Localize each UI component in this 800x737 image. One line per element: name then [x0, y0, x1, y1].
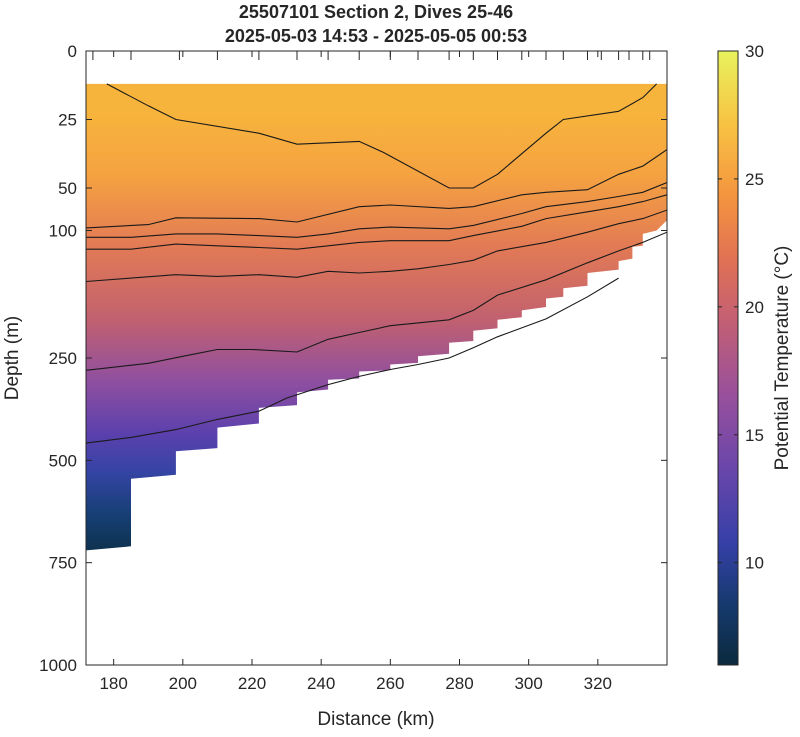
y-tick-label: 1000: [39, 656, 77, 675]
x-tick-label: 280: [445, 674, 473, 693]
y-axis-label: Depth (m): [2, 316, 23, 400]
contour-line-4: [86, 194, 667, 250]
colorbar-gradient: [717, 50, 739, 666]
y-tick-label: 25: [58, 111, 77, 130]
y-tick-label: 250: [49, 349, 77, 368]
contour-lines: [86, 83, 667, 444]
y-tick-label: 750: [49, 554, 77, 573]
x-axis-label: Distance (km): [317, 709, 434, 730]
x-tick-label: 320: [584, 674, 612, 693]
colorbar: 10 15 20 25 30 Potential Temperature (°C): [717, 42, 793, 666]
contour-line-3: [86, 181, 667, 238]
y-tick-label: 500: [49, 451, 77, 470]
colorbar-tick-label: 25: [745, 170, 764, 189]
x-tick-label: 220: [238, 674, 266, 693]
y-tick-label: 100: [49, 222, 77, 241]
y-tick-label: 50: [58, 179, 77, 198]
contour-line-7: [86, 277, 619, 444]
x-tick-label: 200: [169, 674, 197, 693]
chart-title-line2: 2025-05-03 14:53 - 2025-05-05 00:53: [225, 26, 527, 46]
dive-markers: [92, 51, 651, 60]
colorbar-ticks: 10 15 20 25 30: [718, 42, 764, 573]
contour-line-6: [86, 231, 667, 371]
contour-line-2: [86, 149, 667, 229]
colorbar-tick-label: 15: [745, 426, 764, 445]
contour-line-5: [86, 209, 667, 283]
y-tick-label: 0: [68, 42, 77, 61]
chart-title-line1: 25507101 Section 2, Dives 25-46: [239, 2, 513, 22]
x-tick-label: 240: [307, 674, 335, 693]
temperature-section-fill: [86, 83, 667, 551]
colorbar-tick-label: 30: [745, 42, 764, 61]
x-tick-label: 260: [376, 674, 404, 693]
chart-title: 25507101 Section 2, Dives 25-46 2025-05-…: [225, 2, 527, 46]
colorbar-tick-label: 20: [745, 298, 764, 317]
x-tick-label: 300: [514, 674, 542, 693]
y-axis: 0 25 50 100 250 500 750 1000: [39, 42, 667, 675]
x-axis: 180 200 220 240 260 280 300 320: [99, 51, 612, 693]
contour-line-1: [106, 83, 657, 189]
x-tick-label: 180: [99, 674, 127, 693]
colorbar-label: Potential Temperature (°C): [772, 246, 793, 471]
colorbar-tick-label: 10: [745, 554, 764, 573]
plot-content: [86, 83, 667, 551]
